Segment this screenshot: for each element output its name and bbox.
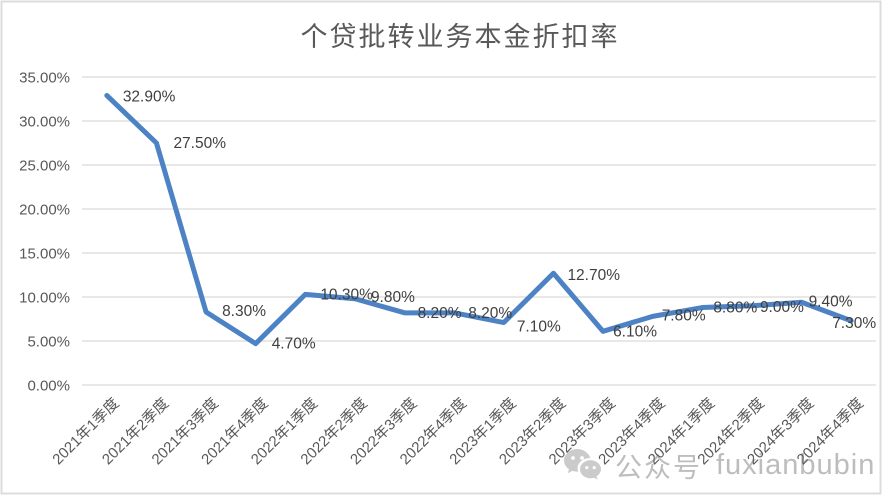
- data-point-label: 9.00%: [760, 299, 804, 316]
- data-point-label: 8.20%: [468, 305, 512, 322]
- data-point-label: 32.90%: [123, 88, 176, 105]
- data-point-label: 9.80%: [371, 289, 415, 306]
- y-axis-tick-label: 35.00%: [19, 70, 70, 87]
- data-point-label: 7.80%: [662, 307, 706, 324]
- data-point-label: 12.70%: [567, 267, 620, 284]
- data-point-label: 8.80%: [713, 300, 757, 317]
- y-axis-tick-label: 30.00%: [19, 114, 70, 131]
- data-point-label: 9.40%: [809, 293, 853, 310]
- y-axis-tick-label: 0.00%: [27, 378, 70, 395]
- data-point-label: 8.30%: [222, 303, 266, 320]
- data-point-label: 7.30%: [832, 315, 876, 332]
- y-axis-tick-label: 20.00%: [19, 202, 70, 219]
- watermark-account: fuxianbubin: [716, 448, 876, 481]
- data-point-label: 27.50%: [173, 135, 226, 152]
- y-axis-tick-label: 10.00%: [19, 290, 70, 307]
- y-axis-tick-label: 15.00%: [19, 246, 70, 263]
- data-point-label: 8.20%: [418, 305, 462, 322]
- y-axis-tick-label: 5.00%: [27, 334, 70, 351]
- data-point-label: 7.10%: [517, 319, 561, 336]
- data-point-label: 10.30%: [320, 286, 373, 303]
- data-line: [104, 92, 854, 347]
- chart-title: 个贷批转业务本金折扣率: [300, 22, 620, 52]
- data-point-label: 4.70%: [272, 336, 316, 353]
- data-point-label: 6.10%: [613, 323, 657, 340]
- y-axis-tick-label: 25.00%: [19, 158, 70, 175]
- wechat-icon: [564, 449, 601, 480]
- watermark: 公众号 fuxianbubin: [563, 445, 875, 485]
- watermark-label: 公众号: [615, 452, 702, 483]
